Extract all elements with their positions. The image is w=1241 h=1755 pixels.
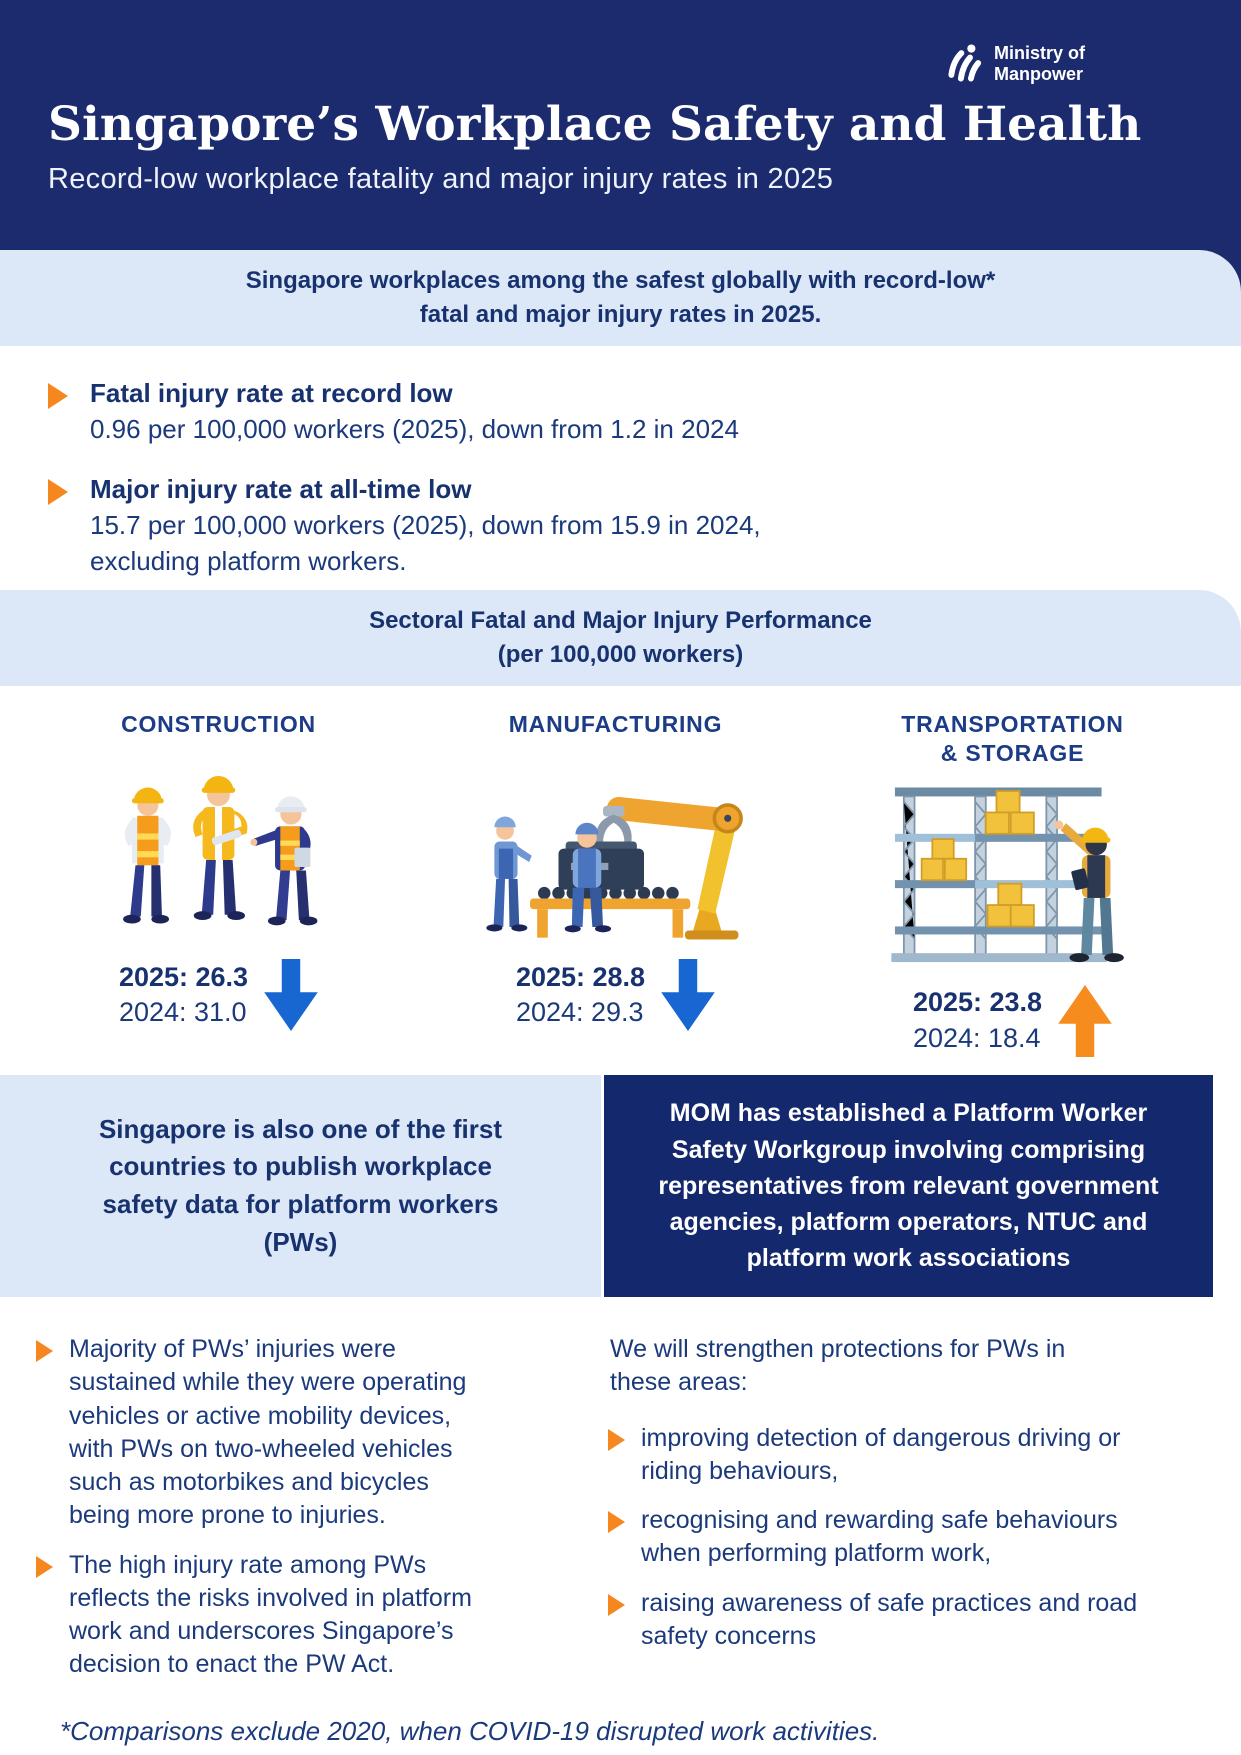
key-stat-detail: 15.7 per 100,000 workers (2025), down fr… <box>90 509 761 576</box>
sector-name: TRANSPORTATION & STORAGE <box>901 711 1124 766</box>
sector-stat-text: 2025: 26.3 2024: 31.0 <box>119 960 248 1030</box>
mom-logo-text: Ministry of Manpower <box>994 43 1085 84</box>
page-subtitle: Record-low workplace fatality and major … <box>48 163 834 196</box>
sector-stat-text: 2025: 23.8 2024: 18.4 <box>913 985 1042 1055</box>
rate-2025: 2025: 23.8 <box>912 987 1043 1018</box>
pw-details-section: Majority of PWs’ injuries were sustained… <box>0 1297 1241 1698</box>
pw-boxes-row: Singapore is also one of the first count… <box>0 1075 1241 1297</box>
sector-stat-text: 2025: 28.8 2024: 29.3 <box>516 960 645 1030</box>
protections-intro: We will strengthen protections for PWs i… <box>610 1335 1066 1397</box>
header: Ministry of Manpower Singapore’s Workpla… <box>0 0 1241 250</box>
key-stat-text: Major injury rate at all-time low 15.7 p… <box>90 472 761 580</box>
sector-construction: CONSTRUCTION <box>20 710 417 1075</box>
footnote: *Comparisons exclude 2020, when COVID-19… <box>60 1715 880 1746</box>
sectors-section: CONSTRUCTION <box>0 686 1241 1075</box>
sector-name: MANUFACTURING <box>508 711 723 737</box>
logo-line1: Ministry of <box>993 43 1085 64</box>
key-stat-text: Fatal injury rate at record low 0.96 per… <box>90 376 739 448</box>
sector-stats: 2025: 26.3 2024: 31.0 <box>119 959 318 1031</box>
bullet-arrow-icon <box>608 1593 625 1616</box>
protection-text: raising awareness of safe practices and … <box>641 1588 1138 1650</box>
protection-item: raising awareness of safe practices and … <box>608 1587 1213 1654</box>
sector-manufacturing: MANUFACTURING <box>417 710 814 1075</box>
rate-2024: 2024: 18.4 <box>912 1022 1041 1053</box>
page-title: Singapore’s Workplace Safety and Health <box>48 97 1142 152</box>
protection-text: recognising and rewarding safe behaviour… <box>641 1506 1118 1568</box>
sector-transportation: TRANSPORTATION & STORAGE <box>814 710 1211 1075</box>
bullet-arrow-icon <box>36 1555 53 1578</box>
bullet-arrow-icon <box>608 1511 625 1533</box>
rate-2024: 2024: 31.0 <box>118 997 247 1027</box>
key-stats-section: Fatal injury rate at record low 0.96 per… <box>0 346 1241 590</box>
top-banner-wrap: Singapore workplaces among the safest gl… <box>0 250 1241 346</box>
logo-line2: Manpower <box>993 64 1083 84</box>
protection-item: improving detection of dangerous driving… <box>608 1422 1213 1489</box>
pw-data-box: Singapore is also one of the first count… <box>0 1075 601 1297</box>
sector-name: CONSTRUCTION <box>121 711 316 737</box>
key-stat-heading: Fatal injury rate at record low <box>90 378 453 408</box>
key-stat-heading: Major injury rate at all-time low <box>90 473 472 504</box>
bullet-arrow-icon <box>36 1340 53 1362</box>
mom-logo-icon <box>945 42 985 86</box>
trend-down-arrow-icon <box>661 959 715 1031</box>
mom-logo: Ministry of Manpower <box>945 42 1085 86</box>
manufacturing-illustration <box>473 742 758 947</box>
trend-up-arrow-icon <box>1058 984 1112 1057</box>
sector-banner: Sectoral Fatal and Major Injury Performa… <box>0 590 1241 686</box>
sector-stats: 2025: 23.8 2024: 18.4 <box>913 984 1112 1057</box>
key-stat-detail: 0.96 per 100,000 workers (2025), down fr… <box>90 413 739 444</box>
construction-illustration <box>86 742 351 947</box>
rate-2025: 2025: 28.8 <box>515 961 646 992</box>
pw-workgroup-box: MOM has established a Platform Worker Sa… <box>604 1075 1213 1297</box>
bullet-arrow-icon <box>608 1428 625 1451</box>
pw-details-column: Majority of PWs’ injuries were sustained… <box>36 1333 600 1698</box>
bullet-arrow-icon <box>48 478 68 505</box>
pw-detail-item: Majority of PWs’ injuries were sustained… <box>36 1333 600 1533</box>
bullet-arrow-icon <box>48 383 68 409</box>
trend-down-arrow-icon <box>264 959 318 1031</box>
protections-column: We will strengthen protections for PWs i… <box>600 1333 1213 1698</box>
sector-stats: 2025: 28.8 2024: 29.3 <box>516 959 715 1031</box>
transportation-illustration <box>870 768 1155 973</box>
pw-detail-item: The high injury rate among PWs reflects … <box>36 1549 600 1682</box>
pw-detail-text: The high injury rate among PWs reflects … <box>69 1550 472 1679</box>
pw-detail-text: Majority of PWs’ injuries were sustained… <box>69 1335 467 1530</box>
rate-2025: 2025: 26.3 <box>118 961 249 992</box>
key-stat-fatal: Fatal injury rate at record low 0.96 per… <box>48 376 1241 448</box>
protection-item: recognising and rewarding safe behaviour… <box>608 1504 1213 1571</box>
top-banner: Singapore workplaces among the safest gl… <box>0 250 1241 346</box>
key-stat-major: Major injury rate at all-time low 15.7 p… <box>48 472 1241 580</box>
box-divider <box>601 1075 604 1297</box>
rate-2024: 2024: 29.3 <box>515 997 644 1027</box>
protection-text: improving detection of dangerous driving… <box>641 1423 1121 1485</box>
